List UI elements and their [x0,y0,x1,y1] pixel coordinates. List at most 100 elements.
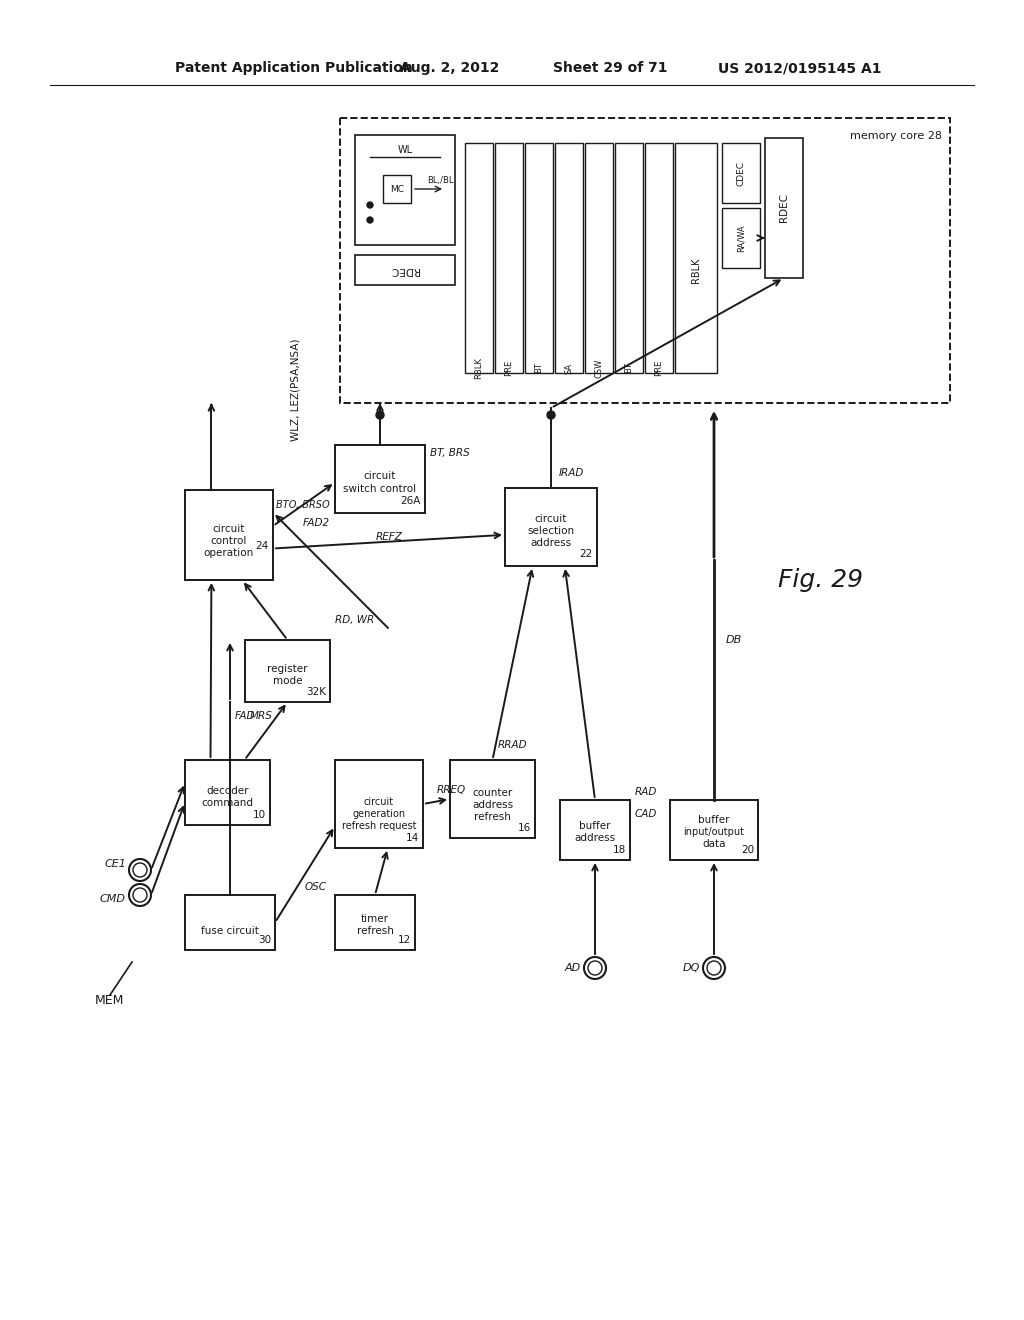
Text: BT, BRS: BT, BRS [430,447,470,458]
Circle shape [547,411,555,418]
Text: buffer: buffer [580,821,610,832]
Bar [335,760,423,847]
Text: MEM: MEM [95,994,124,1006]
Text: circuit: circuit [364,471,396,480]
Text: buffer: buffer [698,814,730,825]
Bar [505,488,597,566]
Bar [722,143,760,203]
Text: switch control: switch control [343,484,417,494]
Text: 12: 12 [397,935,411,945]
Bar [765,139,803,279]
Bar [185,760,270,825]
Text: generation: generation [352,809,406,818]
Text: CMD: CMD [100,894,126,904]
Text: CDEC: CDEC [736,161,745,186]
Bar [675,143,717,374]
Text: fuse circuit: fuse circuit [201,925,259,936]
Text: timer: timer [361,913,389,924]
Text: Aug. 2, 2012: Aug. 2, 2012 [400,61,500,75]
Text: Patent Application Publication: Patent Application Publication [175,61,413,75]
Text: RAD: RAD [635,787,657,797]
Text: PRE: PRE [505,360,513,376]
Text: circuit: circuit [364,797,394,807]
Text: CAD: CAD [635,809,657,818]
Text: Sheet 29 of 71: Sheet 29 of 71 [553,61,668,75]
Text: Fig. 29: Fig. 29 [777,568,862,591]
Text: RDEC: RDEC [390,265,420,275]
Text: PRE: PRE [654,360,664,376]
Text: 26A: 26A [400,496,421,506]
Bar [645,143,673,374]
Text: DQ: DQ [683,964,700,973]
Text: RREQ: RREQ [436,785,466,795]
Text: operation: operation [204,548,254,558]
Text: RDEC: RDEC [779,194,790,223]
Text: FAD: FAD [234,711,256,721]
Text: command: command [202,797,254,808]
Bar [585,143,613,374]
Bar [340,117,950,403]
Bar [355,135,455,246]
Text: decoder: decoder [206,785,249,796]
Text: RA/WA: RA/WA [736,224,745,252]
Text: FAD2: FAD2 [303,517,330,528]
Text: US 2012/0195145 A1: US 2012/0195145 A1 [718,61,882,75]
Bar [560,800,630,861]
Bar [383,176,411,203]
Text: 30: 30 [258,935,271,945]
Text: BL,/BL: BL,/BL [427,176,454,185]
Text: IRAD: IRAD [558,469,584,478]
Text: 32K: 32K [306,686,326,697]
Text: RBLK: RBLK [691,257,701,284]
Text: RRAD: RRAD [498,741,527,750]
Text: 20: 20 [741,845,754,855]
Bar [465,143,493,374]
Text: 14: 14 [406,833,419,843]
Text: address: address [472,800,513,810]
Bar [335,445,425,513]
Text: data: data [702,840,726,849]
Text: refresh: refresh [356,925,393,936]
Text: BT: BT [625,363,634,374]
Text: 18: 18 [612,845,626,855]
Bar [185,895,275,950]
Text: refresh: refresh [474,812,511,822]
Text: RBLK: RBLK [474,358,483,379]
Text: REFZ: REFZ [376,532,402,541]
Text: CE1: CE1 [104,859,126,869]
Text: WLZ, LEZ(PSA,NSA): WLZ, LEZ(PSA,NSA) [290,339,300,441]
Bar [525,143,553,374]
Circle shape [367,216,373,223]
Text: 10: 10 [253,810,266,820]
Bar [555,143,583,374]
Bar [245,640,330,702]
Text: 16: 16 [518,822,531,833]
Text: DB: DB [726,635,742,645]
Text: BT: BT [535,363,544,374]
Text: SA: SA [564,363,573,374]
Text: register: register [267,664,308,675]
Bar [722,209,760,268]
Bar [495,143,523,374]
Text: counter: counter [472,788,513,799]
Bar [355,255,455,285]
Text: OSC: OSC [305,882,327,892]
Bar [185,490,273,579]
Text: AD: AD [565,964,581,973]
Bar [450,760,535,838]
Bar [335,895,415,950]
Text: mode: mode [272,676,302,686]
Text: input/output: input/output [683,828,744,837]
Text: 24: 24 [256,541,269,550]
Bar [670,800,758,861]
Text: memory core 28: memory core 28 [850,131,942,141]
Text: selection: selection [527,525,574,536]
Text: RD, WR: RD, WR [335,615,374,624]
Circle shape [367,202,373,209]
Text: MRS: MRS [250,711,272,721]
Text: circuit: circuit [535,513,567,524]
Text: CSW: CSW [595,358,603,378]
Text: address: address [574,833,615,843]
Circle shape [376,411,384,418]
Text: refresh request: refresh request [342,821,416,832]
